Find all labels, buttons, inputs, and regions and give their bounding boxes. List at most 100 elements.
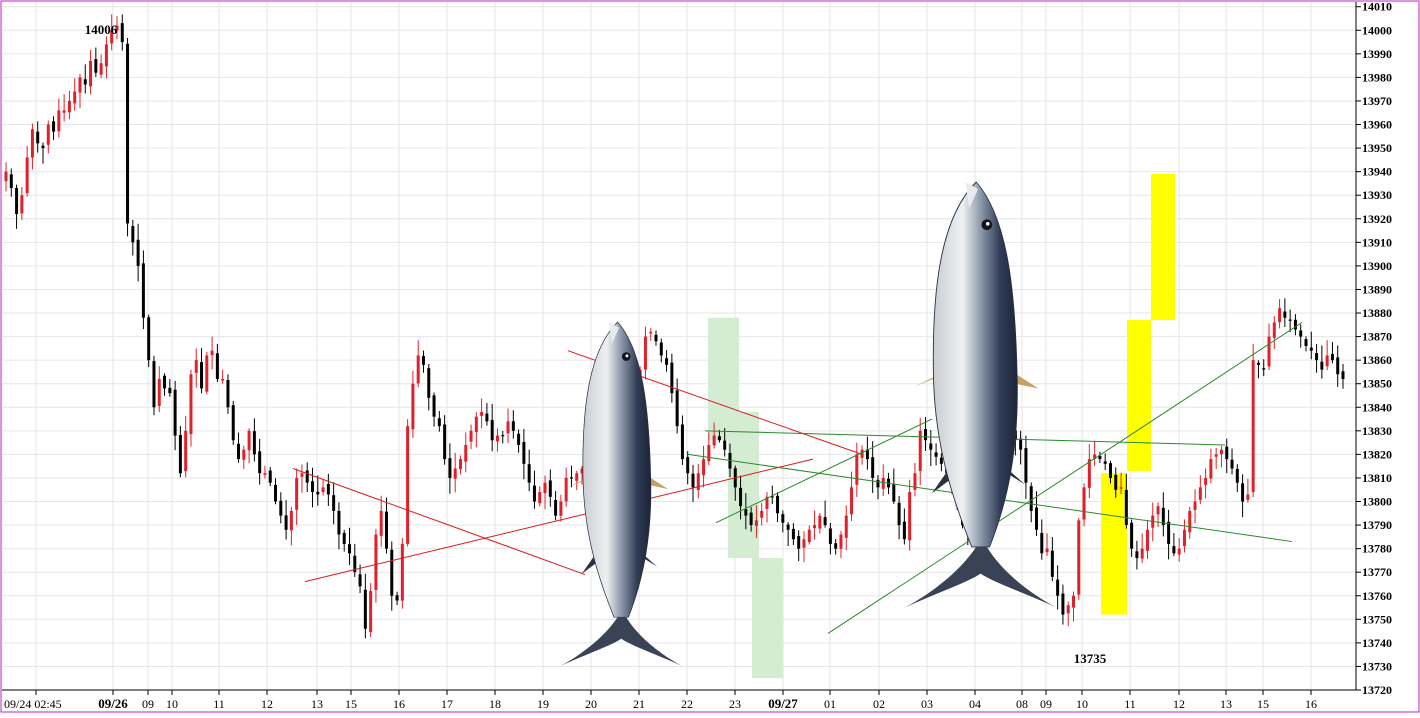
x-tick-label: 18 (489, 697, 501, 711)
candle-down (1056, 579, 1060, 596)
candle-down (1130, 522, 1134, 549)
y-tick-label: 13720 (1362, 683, 1392, 697)
y-tick-label: 14010 (1362, 0, 1392, 14)
y-tick-label: 13840 (1362, 400, 1392, 414)
candle-down (522, 441, 526, 464)
candle-down (274, 484, 278, 502)
candle-down (717, 436, 721, 441)
candle-up (242, 449, 246, 460)
x-tick-label: 09 (142, 697, 154, 711)
candle-down (675, 390, 679, 427)
x-tick-label: 09/26 (98, 696, 128, 711)
candle-down (1309, 347, 1313, 351)
candle-down (501, 435, 505, 437)
candle-up (495, 435, 499, 442)
candle-down (83, 79, 87, 85)
candle-down (897, 502, 901, 526)
candle-up (321, 487, 325, 493)
candle-up (194, 360, 198, 373)
y-tick-label: 13950 (1362, 141, 1392, 155)
candle-down (744, 509, 748, 516)
candle-down (252, 431, 256, 455)
candle-down (141, 263, 145, 318)
candle-down (1135, 551, 1139, 559)
candle-down (691, 473, 695, 488)
y-tick-label: 13790 (1362, 518, 1392, 532)
candle-down (36, 131, 40, 144)
candle-down (485, 413, 489, 422)
candle-down (569, 477, 573, 479)
y-tick-label: 13860 (1362, 353, 1392, 367)
trendline (304, 458, 814, 583)
candle-up (813, 525, 817, 529)
candle-up (46, 124, 50, 145)
candle-down (1172, 546, 1176, 554)
candle-up (1066, 605, 1070, 614)
candle-down (1241, 483, 1245, 502)
candle-up (1140, 548, 1144, 559)
candle-up (1145, 529, 1149, 551)
candle-up (25, 157, 29, 194)
candle-down (797, 536, 801, 549)
candle-up (649, 331, 653, 334)
candle-up (913, 473, 917, 490)
candle-down (1330, 353, 1334, 361)
x-tick-label: 21 (633, 697, 645, 711)
x-tick-label: 08 (1016, 697, 1028, 711)
fish-body (582, 321, 652, 618)
candle-down (781, 514, 785, 523)
candle-down (892, 484, 896, 502)
candle-down (1019, 438, 1023, 450)
y-tick-label: 13960 (1362, 118, 1392, 132)
candle-down (1124, 489, 1128, 526)
candle-down (1161, 507, 1165, 526)
candle-down (871, 457, 875, 478)
candle-up (110, 30, 114, 44)
candle-up (754, 520, 758, 526)
candle-down (1262, 368, 1266, 370)
candle-down (723, 440, 727, 450)
candle-down (517, 433, 521, 445)
candle-up (205, 355, 209, 392)
candle-down (548, 480, 552, 497)
candle-down (1061, 593, 1065, 615)
candle-down (1103, 461, 1107, 464)
candle-down (1167, 521, 1171, 544)
candle-up (1204, 477, 1208, 485)
candle-down (823, 517, 827, 526)
x-tick-label: 16 (1305, 697, 1317, 711)
candle-up (89, 60, 93, 87)
candle-up (506, 421, 510, 434)
price-annotation: 14006 (85, 22, 118, 37)
candle-up (918, 430, 922, 472)
y-tick-label: 13870 (1362, 330, 1392, 344)
candle-down (421, 356, 425, 365)
candle-up (818, 515, 822, 529)
y-tick-label: 13770 (1362, 565, 1392, 579)
candle-up (702, 459, 706, 476)
candle-down (902, 521, 906, 540)
candle-up (73, 91, 77, 104)
candle-down (527, 464, 531, 483)
candle-up (543, 482, 547, 494)
candle-up (210, 350, 214, 356)
candle-down (828, 528, 832, 544)
candle-down (136, 239, 140, 266)
candle-down (173, 389, 177, 436)
x-tick-label: 02 (873, 697, 885, 711)
x-tick-label: 23 (729, 697, 741, 711)
candle-up (20, 195, 24, 214)
candle-down (739, 487, 743, 507)
candle-up (839, 534, 843, 549)
candle-up (1209, 459, 1213, 479)
x-tick-label: 10 (166, 697, 178, 711)
x-tick-label: 09 (1040, 697, 1052, 711)
candle-down (1225, 446, 1229, 460)
candle-down (284, 515, 288, 530)
candle-up (1251, 360, 1255, 493)
candle-down (654, 334, 658, 342)
tuna-fish-left (560, 321, 683, 667)
candle-down (1114, 474, 1118, 490)
y-tick-label: 13810 (1362, 471, 1392, 485)
candle-down (834, 543, 838, 549)
